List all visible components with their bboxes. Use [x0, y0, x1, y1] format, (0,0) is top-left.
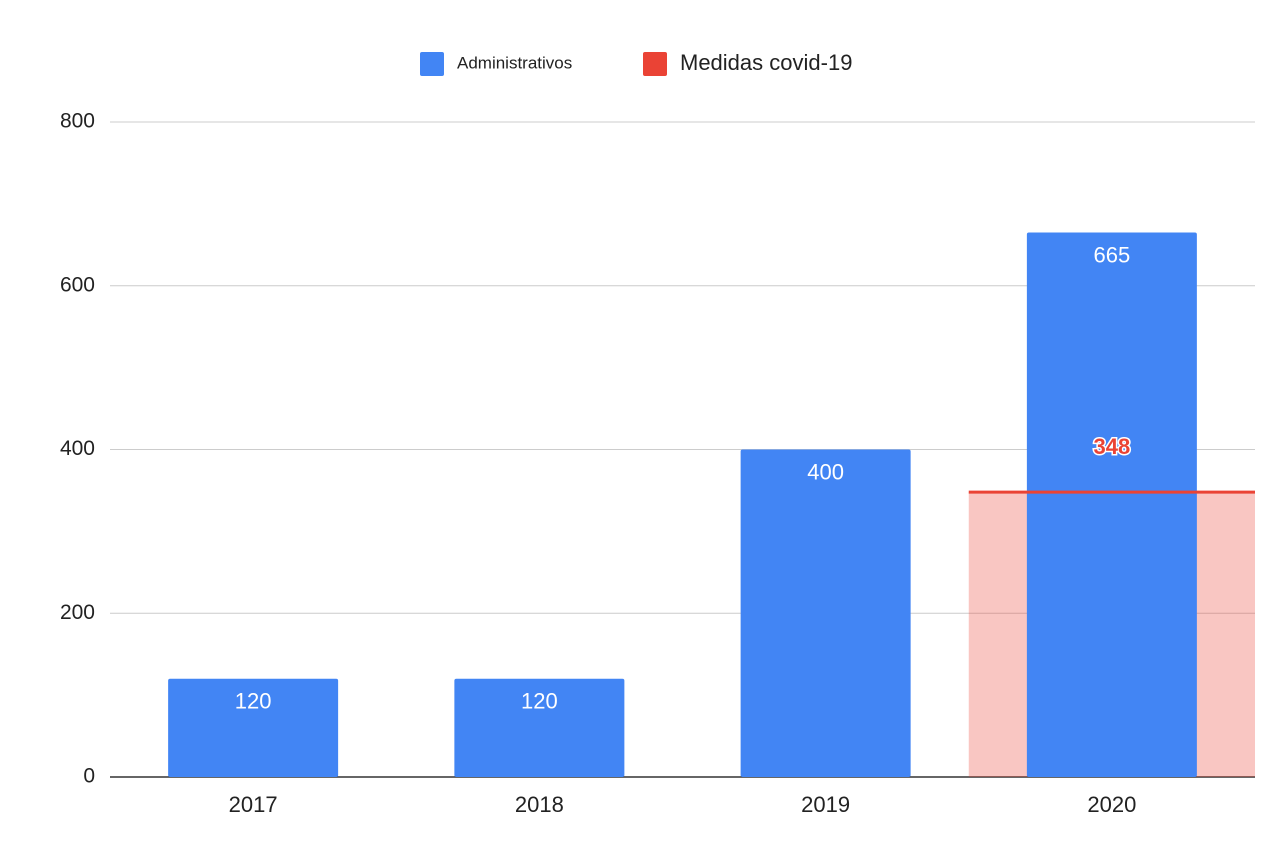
data-label: 120: [521, 689, 558, 714]
y-tick-label: 200: [60, 601, 95, 624]
x-tick-label: 2020: [1087, 792, 1136, 817]
legend-label: Medidas covid-19: [680, 50, 852, 75]
bar: [1026, 232, 1197, 777]
y-tick-label: 800: [60, 110, 95, 133]
x-tick-label: 2017: [229, 792, 278, 817]
data-label: 400: [807, 459, 844, 484]
legend-label: Administrativos: [457, 53, 572, 72]
data-label: 120: [235, 689, 272, 714]
data-label: 348: [1094, 434, 1131, 459]
bar: [168, 678, 339, 777]
y-tick-label: 0: [83, 765, 95, 788]
x-tick-label: 2019: [801, 792, 850, 817]
y-tick-label: 400: [60, 437, 95, 460]
legend-swatch: [420, 52, 444, 76]
legend-swatch: [643, 52, 667, 76]
y-tick-label: 600: [60, 273, 95, 296]
x-tick-label: 2018: [515, 792, 564, 817]
bar: [454, 678, 625, 777]
bar: [740, 449, 911, 777]
data-label: 665: [1094, 242, 1131, 267]
